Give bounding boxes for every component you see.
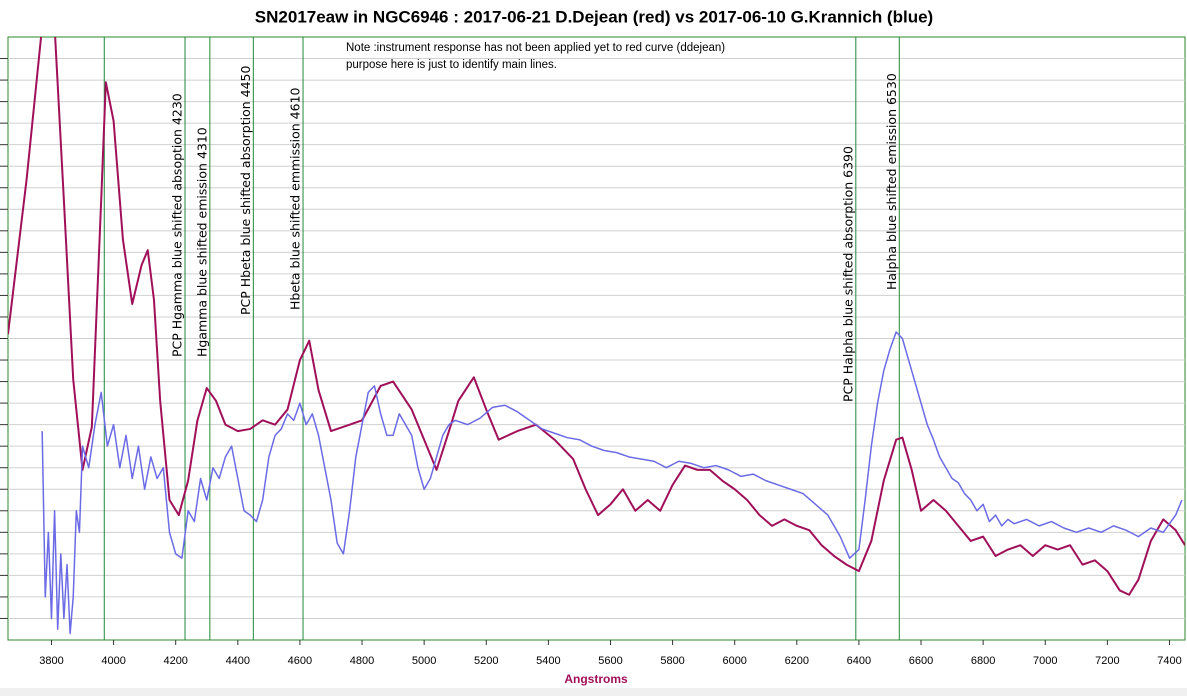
plot-area: [8, 37, 1185, 635]
spectrum-line: [8, 37, 1185, 596]
x-tick-label: 6600: [909, 655, 933, 667]
x-tick-label: 5800: [660, 655, 684, 667]
footer-strip: [0, 688, 1187, 696]
x-tick-label: 4000: [101, 655, 125, 667]
x-tick-label: 6200: [785, 655, 809, 667]
annotation-label: Hbeta blue shifted emmission 4610: [288, 87, 303, 310]
annotation-label: PCP Hbeta blue shifted absorption 4450: [238, 65, 253, 315]
x-tick-label: 4200: [163, 655, 187, 667]
x-tick-label: 6400: [847, 655, 871, 667]
x-tick-label: 5000: [412, 655, 436, 667]
x-tick-label: 5200: [474, 655, 498, 667]
x-axis-label: Angstroms: [564, 672, 628, 686]
chart-title: SN2017eaw in NGC6946 : 2017-06-21 D.Deje…: [255, 7, 933, 26]
x-tick-label: 7000: [1033, 655, 1057, 667]
x-tick-label: 6000: [722, 655, 746, 667]
note: purpose here is just to identify main li…: [346, 59, 557, 71]
annotation-label: PCP Halpha blue shifted absorption 6390: [840, 146, 855, 402]
annotation-label: Hgamma blue shifted emission 4310: [194, 127, 209, 357]
x-tick-label: 3800: [39, 655, 63, 667]
annotation-label: Halpha blue shifted emission 6530: [884, 73, 899, 290]
x-tick-label: 5600: [598, 655, 622, 667]
note: Note :instrument response has not been a…: [346, 42, 725, 54]
spectrum-line: [41, 331, 1183, 635]
x-tick-label: 6800: [971, 655, 995, 667]
x-tick-label: 4800: [350, 655, 374, 667]
x-tick-label: 7400: [1157, 655, 1181, 667]
x-tick-label: 7200: [1095, 655, 1119, 667]
annotation-label: PCP Hgamma blue shifted absoption 4230: [170, 93, 185, 357]
x-tick-label: 4400: [226, 655, 250, 667]
x-tick-label: 5400: [536, 655, 560, 667]
x-tick-label: 4600: [288, 655, 312, 667]
